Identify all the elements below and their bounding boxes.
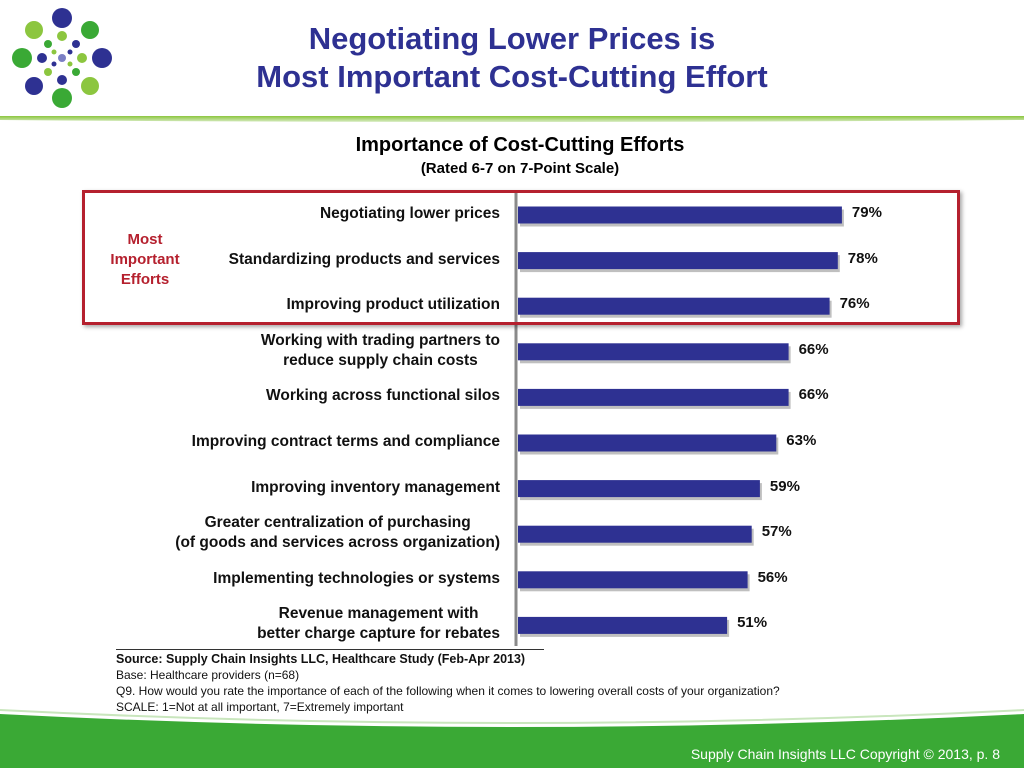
highlight-label-line-2: Important bbox=[110, 251, 180, 268]
category-label: Standardizing products and services bbox=[229, 250, 500, 270]
bar bbox=[518, 525, 752, 543]
value-label: 66% bbox=[798, 340, 829, 358]
category-label-line: Working with trading partners to bbox=[260, 331, 500, 349]
footer-band bbox=[0, 709, 1024, 768]
bar bbox=[518, 297, 830, 315]
category-label-line: Improving product utilization bbox=[286, 296, 500, 314]
category-label-line: Revenue management with bbox=[278, 605, 479, 623]
category-label-line: Standardizing products and services bbox=[228, 250, 500, 268]
source-notes: Source: Supply Chain Insights LLC, Healt… bbox=[116, 651, 780, 715]
value-label: 51% bbox=[737, 614, 768, 632]
category-label: Greater centralization of purchasing (of … bbox=[175, 513, 500, 553]
value-label: 79% bbox=[851, 204, 882, 221]
category-label-line: Working across functional silos bbox=[266, 387, 500, 405]
category-label-line: Negotiating lower prices bbox=[319, 205, 500, 222]
category-label-line: Greater centralization of purchasing bbox=[204, 514, 471, 532]
category-label: Improving inventory management bbox=[251, 478, 500, 498]
value-label: 78% bbox=[847, 249, 878, 267]
slide-title: Negotiating Lower Prices is Most Importa… bbox=[150, 20, 874, 96]
category-label-line: reduce supply chain costs bbox=[283, 351, 478, 369]
category-label-line: (of goods and services across organizati… bbox=[175, 534, 500, 552]
category-label: Improving product utilization bbox=[286, 295, 500, 315]
header-divider bbox=[0, 116, 1024, 122]
value-label: 63% bbox=[786, 432, 817, 449]
category-label-line: Implementing technologies or systems bbox=[213, 569, 500, 587]
highlight-label-line-3: Efforts bbox=[120, 271, 170, 288]
bar bbox=[518, 388, 789, 406]
category-label: Implementing technologies or systems bbox=[213, 569, 500, 589]
slide-title-line-2: Most Important Cost-Cutting Effort bbox=[256, 59, 768, 94]
highlight-label-line-1: Most bbox=[127, 231, 163, 248]
bar bbox=[518, 616, 728, 634]
company-logo bbox=[12, 8, 112, 108]
base-line: Base: Healthcare providers (n=68) bbox=[116, 668, 300, 682]
scale-line: SCALE: 1=Not at all important, 7=Extreme… bbox=[116, 700, 404, 714]
value-label: 59% bbox=[769, 477, 800, 495]
category-label-line: Improving contract terms and compliance bbox=[191, 433, 500, 450]
chart-title: Importance of Cost-Cutting Efforts bbox=[355, 134, 685, 156]
slide-title-line-1: Negotiating Lower Prices is bbox=[308, 21, 716, 56]
bar-chart bbox=[514, 192, 844, 646]
category-label: Negotiating lower prices bbox=[320, 204, 500, 224]
category-label-line: better charge capture for rebates bbox=[257, 625, 500, 643]
category-label-line: Improving inventory management bbox=[251, 478, 500, 496]
bar bbox=[518, 480, 760, 498]
bar bbox=[518, 434, 777, 452]
bar bbox=[518, 571, 748, 589]
bar bbox=[518, 343, 789, 361]
most-important-label: Most Important Efforts bbox=[96, 230, 194, 290]
source-divider bbox=[116, 649, 544, 650]
question-line: Q9. How would you rate the importance of… bbox=[116, 684, 780, 698]
category-label: Revenue management with better charge cap… bbox=[257, 604, 500, 644]
source-line: Source: Supply Chain Insights LLC, Healt… bbox=[116, 652, 526, 666]
bar bbox=[518, 252, 838, 270]
category-label: Improving contract terms and compliance bbox=[192, 432, 500, 452]
chart-subtitle: (Rated 6-7 on 7-Point Scale) bbox=[420, 160, 620, 177]
value-label: 56% bbox=[757, 568, 788, 586]
category-label: Working across functional silos bbox=[266, 386, 500, 406]
value-label: 66% bbox=[798, 386, 829, 404]
most-important-highlight-box bbox=[82, 190, 960, 325]
bar bbox=[518, 206, 842, 224]
value-label: 57% bbox=[761, 523, 792, 541]
value-label: 76% bbox=[839, 295, 870, 313]
category-label: Working with trading partners to reduce s… bbox=[261, 331, 500, 371]
copyright-text: Supply Chain Insights LLC Copyright © 20… bbox=[690, 746, 1000, 762]
